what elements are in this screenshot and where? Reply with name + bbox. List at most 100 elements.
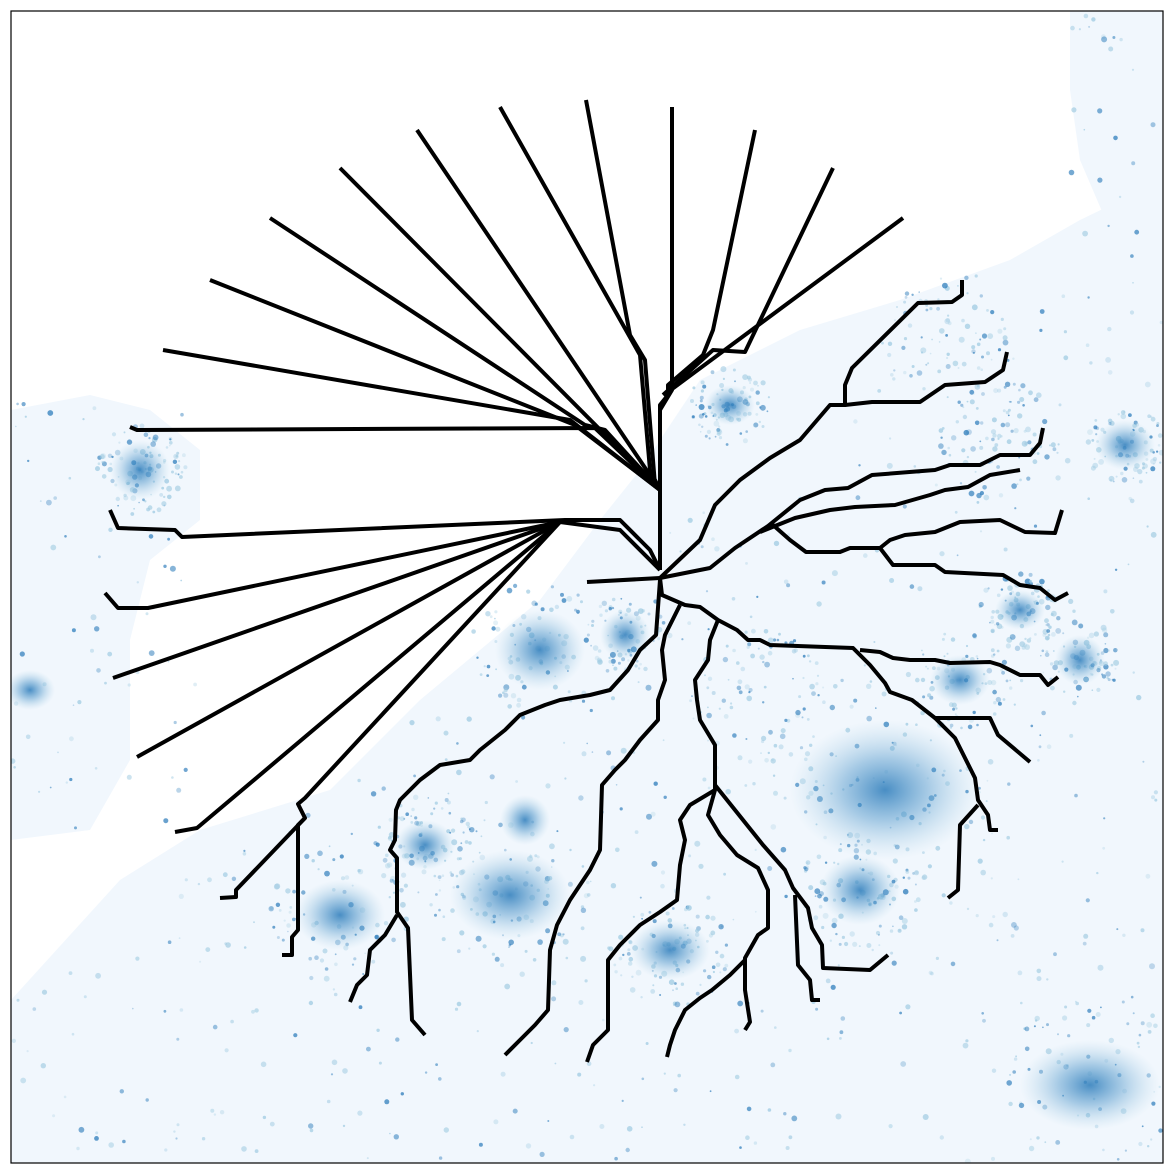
- density-dot: [465, 821, 470, 827]
- density-dot: [922, 387, 926, 391]
- density-dot: [564, 777, 567, 780]
- density-dot: [909, 584, 915, 589]
- density-dot: [168, 444, 171, 447]
- density-dot: [478, 851, 481, 854]
- density-dot: [756, 595, 759, 599]
- density-dot: [513, 583, 518, 589]
- density-dot: [534, 602, 538, 606]
- density-dot: [1121, 1000, 1125, 1004]
- density-dot: [598, 604, 603, 609]
- density-dot: [366, 1157, 369, 1160]
- density-dot: [935, 956, 940, 961]
- density-dot: [1130, 254, 1134, 258]
- density-dot: [427, 797, 430, 799]
- density-dot: [904, 295, 908, 299]
- density-dot: [163, 818, 169, 824]
- density-dot: [716, 433, 718, 435]
- density-dot: [1017, 413, 1023, 419]
- density-dot: [784, 718, 788, 723]
- density-dot: [1053, 952, 1057, 957]
- density-dot: [1005, 643, 1012, 649]
- route: [112, 520, 561, 680]
- route: [661, 167, 835, 397]
- density-dot: [994, 623, 996, 626]
- density-dot: [49, 786, 52, 789]
- density-dot: [831, 570, 838, 577]
- density-dot: [691, 695, 693, 697]
- density-dot: [578, 1000, 584, 1005]
- density-dot: [694, 840, 701, 847]
- density-dot: [980, 368, 983, 372]
- route: [878, 546, 1069, 602]
- density-dot: [1118, 195, 1122, 199]
- density-dot: [587, 623, 590, 626]
- density-dot: [966, 400, 969, 403]
- hotspot: [1020, 1040, 1160, 1130]
- density-dot: [169, 565, 176, 572]
- density-dot: [269, 1121, 275, 1127]
- density-dot: [988, 922, 994, 928]
- density-dot: [454, 1007, 459, 1011]
- density-dot: [979, 491, 985, 496]
- density-dot: [899, 1011, 902, 1015]
- density-dot: [1036, 392, 1042, 399]
- density-dot: [997, 437, 1000, 440]
- density-dot: [482, 944, 487, 949]
- density-dot: [1024, 578, 1031, 585]
- density-dot: [1008, 1101, 1013, 1107]
- density-dot: [27, 459, 30, 463]
- density-dot: [760, 752, 762, 754]
- density-dot: [332, 858, 336, 862]
- density-dot: [986, 779, 989, 782]
- density-dot: [964, 275, 969, 280]
- density-dot: [601, 1018, 605, 1022]
- density-dot: [101, 461, 104, 464]
- density-dot: [388, 896, 391, 899]
- density-dot: [755, 390, 760, 395]
- density-dot: [77, 700, 82, 705]
- route: [658, 107, 674, 490]
- density-dot: [992, 446, 998, 452]
- density-dot: [378, 1061, 382, 1065]
- density-dot: [986, 351, 990, 356]
- density-dot: [475, 830, 478, 833]
- density-dot: [975, 332, 977, 335]
- density-dot: [323, 975, 330, 982]
- density-dot: [1017, 970, 1023, 976]
- density-dot: [941, 637, 945, 641]
- density-dot: [971, 345, 976, 350]
- density-dot: [704, 415, 708, 418]
- density-dot: [437, 875, 442, 879]
- density-dot: [464, 840, 469, 844]
- density-dot: [698, 863, 704, 869]
- density-dot: [915, 677, 920, 683]
- density-dot: [74, 826, 77, 830]
- density-dot: [730, 702, 733, 705]
- density-dot: [886, 462, 893, 469]
- density-dot: [1122, 933, 1126, 937]
- density-dot: [986, 309, 989, 312]
- density-dot: [755, 401, 760, 406]
- density-dot: [729, 705, 734, 710]
- density-dot: [366, 1046, 371, 1052]
- density-dot: [1001, 670, 1005, 675]
- hotspot: [1095, 420, 1155, 470]
- density-dot: [762, 660, 765, 664]
- density-dot: [990, 358, 993, 361]
- density-dot: [148, 534, 154, 539]
- density-dot: [1116, 1158, 1120, 1161]
- density-dot: [972, 393, 975, 395]
- density-dot: [180, 412, 184, 417]
- density-dot: [1039, 309, 1045, 314]
- density-dot: [1044, 635, 1050, 641]
- density-dot: [1001, 659, 1008, 665]
- density-dot: [875, 930, 881, 936]
- density-dot: [15, 425, 17, 428]
- route: [503, 604, 682, 1057]
- density-dot: [16, 998, 20, 1002]
- density-dot: [689, 699, 692, 703]
- density-dot: [890, 951, 894, 955]
- density-dot: [997, 433, 1002, 439]
- density-dot: [350, 832, 353, 836]
- density-dot: [441, 937, 446, 942]
